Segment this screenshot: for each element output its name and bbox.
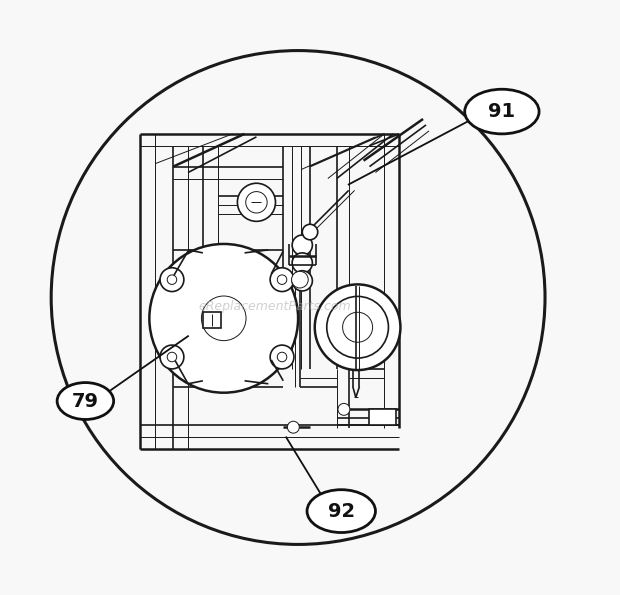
Circle shape [160, 345, 184, 369]
Circle shape [338, 403, 350, 415]
Circle shape [315, 284, 401, 370]
Circle shape [277, 275, 287, 284]
Ellipse shape [465, 89, 539, 134]
Circle shape [167, 275, 177, 284]
Circle shape [160, 268, 184, 292]
Circle shape [237, 183, 275, 221]
Circle shape [270, 268, 294, 292]
Text: 92: 92 [328, 502, 355, 521]
Circle shape [291, 271, 308, 288]
Circle shape [292, 235, 312, 255]
Circle shape [327, 296, 389, 358]
Circle shape [343, 312, 373, 342]
Text: 79: 79 [72, 392, 99, 411]
Circle shape [292, 253, 312, 273]
Circle shape [277, 352, 287, 362]
Circle shape [51, 51, 545, 544]
Circle shape [270, 345, 294, 369]
Circle shape [167, 352, 177, 362]
Bar [370, 409, 396, 425]
Text: 91: 91 [489, 102, 515, 121]
Text: eReplacementParts.com: eReplacementParts.com [198, 300, 351, 313]
PathPatch shape [12, 0, 608, 595]
Bar [203, 312, 221, 328]
Circle shape [149, 244, 298, 393]
Circle shape [288, 421, 299, 433]
Circle shape [202, 296, 246, 340]
Circle shape [303, 224, 317, 240]
Ellipse shape [57, 383, 113, 419]
Circle shape [292, 271, 312, 291]
Ellipse shape [307, 490, 376, 533]
Circle shape [246, 192, 267, 213]
